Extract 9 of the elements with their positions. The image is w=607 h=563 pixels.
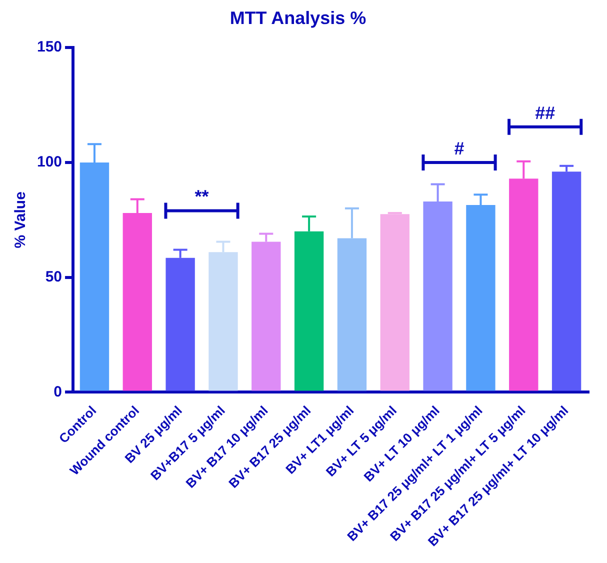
y-axis-title: % Value bbox=[12, 192, 30, 248]
y-tick-label: 100 bbox=[36, 154, 62, 171]
annotation: ## bbox=[535, 102, 556, 123]
chart-title: MTT Analysis % bbox=[230, 8, 366, 28]
annotation: ** bbox=[194, 186, 209, 207]
y-tick-label: 0 bbox=[54, 383, 62, 400]
y-tick-label: 50 bbox=[45, 268, 62, 286]
y-tick-label: 150 bbox=[36, 38, 62, 56]
annotation: # bbox=[454, 138, 464, 158]
